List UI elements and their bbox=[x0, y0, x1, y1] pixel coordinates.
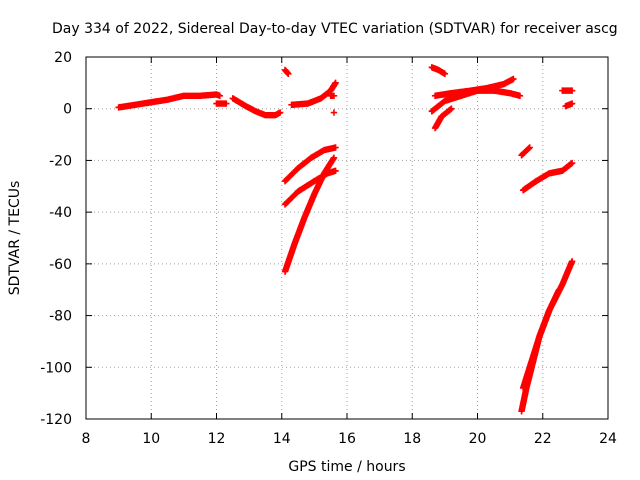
data-point-trail bbox=[301, 191, 318, 220]
data-point-trail bbox=[311, 171, 327, 197]
x-tick-label: 14 bbox=[273, 431, 291, 447]
y-tick-labels: 20 0 -20 -40 -60 -80 -100 -120 bbox=[40, 50, 72, 428]
data-point bbox=[330, 92, 338, 99]
data-point-trail bbox=[292, 215, 308, 246]
data-point bbox=[276, 109, 284, 116]
data-point-trail bbox=[295, 155, 314, 171]
series-pass-c bbox=[229, 95, 284, 119]
data-point-trail bbox=[321, 155, 337, 176]
data-point-trail bbox=[282, 165, 301, 184]
data-point bbox=[568, 258, 576, 265]
data-point-trail bbox=[132, 99, 154, 108]
y-tick-label: -80 bbox=[49, 309, 72, 325]
data-point bbox=[510, 75, 517, 83]
axis-ticks bbox=[85, 56, 609, 420]
data-point bbox=[568, 87, 576, 94]
data-point-trail bbox=[165, 92, 186, 103]
data-point bbox=[516, 92, 524, 99]
data-point bbox=[526, 144, 533, 151]
series-pass-l bbox=[431, 75, 517, 99]
series-pass-t bbox=[518, 286, 563, 415]
x-tick-label: 22 bbox=[534, 431, 552, 447]
x-tick-label: 24 bbox=[599, 431, 617, 447]
y-tick-label: -100 bbox=[40, 360, 72, 376]
chart-title: Day 334 of 2022, Sidereal Day-to-day VTE… bbox=[52, 21, 618, 37]
y-axis-label: SDTVAR / TECUs bbox=[7, 181, 23, 296]
data-point bbox=[330, 109, 338, 116]
data-points bbox=[115, 64, 576, 415]
data-point-trail bbox=[305, 95, 324, 107]
data-point-trail bbox=[429, 98, 448, 114]
x-tick-label: 10 bbox=[142, 431, 160, 447]
x-tick-label: 12 bbox=[208, 431, 226, 447]
data-point-trail bbox=[518, 385, 530, 414]
data-point bbox=[568, 100, 576, 107]
data-point-trail bbox=[534, 170, 552, 184]
series-pass-o bbox=[518, 144, 533, 159]
data-point-trail bbox=[308, 147, 327, 161]
data-point-trail bbox=[432, 114, 445, 131]
series-pass-q bbox=[559, 87, 576, 94]
data-point-trail bbox=[282, 241, 298, 274]
series-pass-f bbox=[327, 92, 338, 99]
series-pass-n bbox=[431, 105, 455, 132]
y-tick-label: -20 bbox=[49, 153, 72, 169]
series-pass-a bbox=[115, 91, 223, 111]
data-point-trail bbox=[318, 88, 333, 101]
series-pass-d bbox=[281, 66, 292, 78]
y-tick-label: -120 bbox=[40, 412, 72, 428]
series-pass-b bbox=[213, 100, 230, 107]
data-point-trail bbox=[546, 287, 562, 313]
data-point-trail bbox=[295, 178, 317, 195]
x-tick-label: 8 bbox=[82, 431, 91, 447]
series-pass-h bbox=[281, 144, 339, 185]
series-pass-k bbox=[428, 64, 449, 78]
y-tick-label: 0 bbox=[63, 102, 72, 118]
data-point-trail bbox=[214, 91, 222, 99]
y-tick-label: -40 bbox=[49, 205, 72, 221]
series-pass-m bbox=[428, 87, 524, 115]
x-tick-labels: 8 10 12 14 16 18 20 22 24 bbox=[82, 431, 617, 447]
data-point-trail bbox=[559, 259, 575, 287]
x-tick-label: 16 bbox=[338, 431, 356, 447]
data-point bbox=[332, 144, 339, 151]
data-point-trail bbox=[149, 96, 170, 106]
data-point-trail bbox=[536, 308, 553, 339]
data-point bbox=[330, 154, 338, 162]
x-tick-label: 18 bbox=[403, 431, 421, 447]
data-point-trail bbox=[116, 101, 137, 111]
data-point-trail bbox=[520, 178, 539, 193]
data-point-trail bbox=[491, 87, 513, 97]
grid-lines bbox=[86, 57, 608, 419]
data-point bbox=[223, 100, 230, 107]
series-pass-r bbox=[562, 100, 576, 110]
data-point bbox=[555, 286, 563, 293]
data-point-trail bbox=[439, 106, 454, 119]
y-tick-label: 20 bbox=[54, 50, 72, 66]
x-tick-label: 20 bbox=[469, 431, 487, 447]
data-point bbox=[332, 79, 339, 87]
data-point bbox=[285, 70, 292, 78]
y-tick-label: -60 bbox=[49, 257, 72, 273]
series-pass-p bbox=[519, 159, 576, 194]
data-point bbox=[448, 105, 455, 112]
x-axis-label: GPS time / hours bbox=[288, 459, 405, 475]
data-point-trail bbox=[530, 334, 543, 365]
data-point-trail bbox=[282, 189, 301, 207]
data-point bbox=[568, 159, 576, 167]
data-point-trail bbox=[560, 160, 575, 174]
data-point bbox=[332, 167, 339, 174]
series-pass-g bbox=[330, 109, 338, 116]
data-point-trail bbox=[282, 67, 291, 77]
data-point bbox=[441, 70, 449, 78]
data-point-trail bbox=[523, 360, 536, 391]
series-pass-e bbox=[288, 79, 339, 109]
data-point bbox=[216, 92, 223, 99]
series-pass-j bbox=[281, 154, 338, 275]
data-point-trail bbox=[230, 95, 249, 109]
